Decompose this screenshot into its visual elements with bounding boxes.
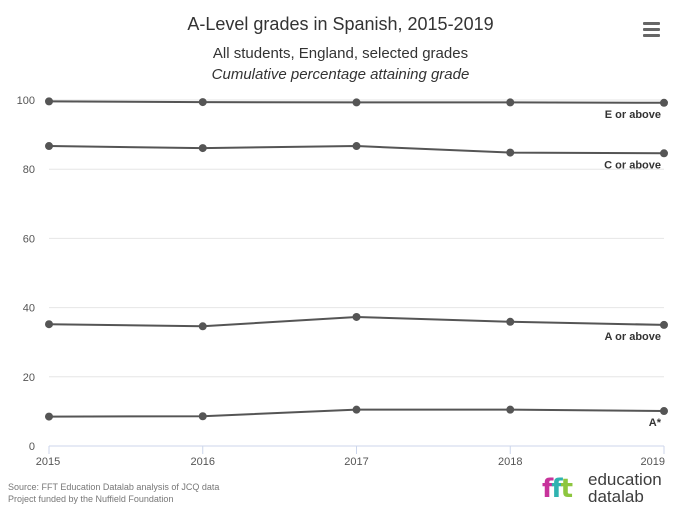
x-tick-label-2015: 2015 [36, 456, 60, 468]
data-point-e-or-above-2016 [198, 98, 207, 107]
y-tick-label-100: 100 [17, 95, 35, 107]
source-note: Source: FFT Education Datalab analysis o… [8, 481, 219, 505]
data-point-a-or-above-2017 [352, 312, 361, 321]
source-line: Source: FFT Education Datalab analysis o… [8, 482, 220, 492]
data-point-c-or-above-2018 [506, 148, 515, 157]
chart-title: A-Level grades in Spanish, 2015-2019 [187, 14, 494, 34]
chart-menu-button[interactable] [643, 22, 662, 38]
series-label-e-or-above: E or above [605, 109, 661, 121]
data-point-a-2018 [506, 405, 515, 414]
data-point-c-or-above-2019 [660, 149, 668, 158]
data-point-a-or-above-2018 [506, 317, 515, 326]
x-tick-label-2016: 2016 [191, 456, 215, 468]
data-point-e-or-above-2015 [45, 97, 53, 106]
series-label-a: A* [649, 417, 662, 429]
data-point-a-or-above-2019 [660, 320, 668, 329]
x-tick-label-2019: 2019 [641, 456, 665, 468]
y-tick-label-20: 20 [23, 372, 35, 384]
data-point-c-or-above-2016 [198, 144, 207, 153]
series-label-c-or-above: C or above [604, 159, 661, 171]
datalab-logo: fft education datalab [542, 470, 677, 506]
data-point-a-2016 [198, 412, 207, 421]
funding-line: Project funded by the Nuffield Foundatio… [8, 494, 174, 504]
x-tick-label-2017: 2017 [344, 456, 368, 468]
logo-text-datalab: datalab [588, 487, 644, 506]
data-point-a-2015 [45, 412, 53, 421]
data-point-c-or-above-2017 [352, 142, 361, 151]
data-point-e-or-above-2017 [352, 98, 361, 107]
data-point-a-or-above-2015 [45, 320, 53, 329]
y-tick-label-0: 0 [29, 441, 35, 453]
data-point-e-or-above-2018 [506, 98, 515, 107]
data-point-c-or-above-2015 [45, 142, 53, 151]
x-tick-label-2018: 2018 [498, 456, 522, 468]
data-point-a-or-above-2016 [198, 322, 207, 331]
data-point-e-or-above-2019 [660, 98, 668, 107]
y-tick-label-40: 40 [23, 303, 35, 315]
y-tick-label-60: 60 [23, 233, 35, 245]
chart-subtitle: All students, England, selected grades [212, 45, 469, 62]
series-label-a-or-above: A or above [605, 331, 661, 343]
ffl-logo-icon: fft [542, 474, 573, 504]
chart-subtitle-italic: Cumulative percentage attaining grade [211, 66, 470, 83]
data-point-a-2017 [352, 405, 361, 414]
data-point-a-2019 [660, 407, 668, 416]
y-tick-label-80: 80 [23, 164, 35, 176]
hamburger-icon [643, 22, 660, 25]
logo-text-education: education [588, 470, 662, 489]
